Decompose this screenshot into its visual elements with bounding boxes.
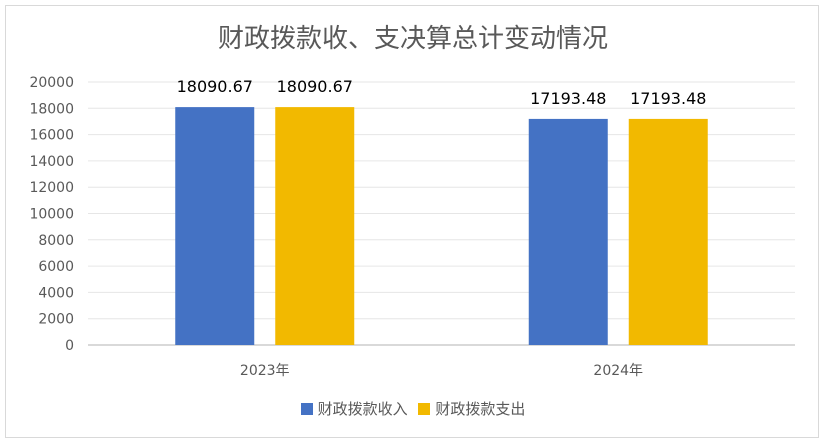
y-tick-label: 4000 (38, 285, 74, 301)
y-tick-label: 6000 (38, 259, 74, 275)
y-tick-label: 8000 (38, 233, 74, 249)
data-label: 18090.67 (277, 77, 353, 96)
data-label: 17193.48 (530, 89, 606, 108)
legend-label: 财政拨款支出 (435, 400, 526, 418)
y-tick-label: 12000 (29, 180, 74, 196)
y-tick-label: 20000 (29, 75, 74, 91)
y-tick-label: 18000 (29, 101, 74, 117)
legend-label: 财政拨款收入 (317, 400, 408, 418)
data-label: 18090.67 (177, 77, 253, 96)
legend-item-income: 财政拨款收入 (300, 398, 408, 419)
legend-swatch (300, 402, 313, 415)
chart-title: 财政拨款收、支决算总计变动情况 (217, 24, 608, 54)
bar (628, 118, 708, 346)
y-tick-label: 14000 (29, 154, 74, 170)
legend-swatch (418, 402, 431, 415)
y-tick-label: 0 (65, 338, 74, 354)
y-tick-label: 16000 (29, 128, 74, 144)
bar (275, 107, 355, 345)
bar (175, 107, 255, 345)
bar (528, 118, 608, 346)
y-tick-label: 2000 (38, 312, 74, 328)
legend: 财政拨款收入 财政拨款支出 (0, 398, 826, 419)
y-tick-label: 10000 (29, 207, 74, 223)
legend-item-expense: 财政拨款支出 (418, 398, 525, 419)
x-tick-label: 2023年 (240, 363, 290, 379)
x-tick-label: 2024年 (593, 363, 643, 379)
data-label: 17193.48 (630, 89, 706, 108)
chart-frame (5, 5, 819, 438)
